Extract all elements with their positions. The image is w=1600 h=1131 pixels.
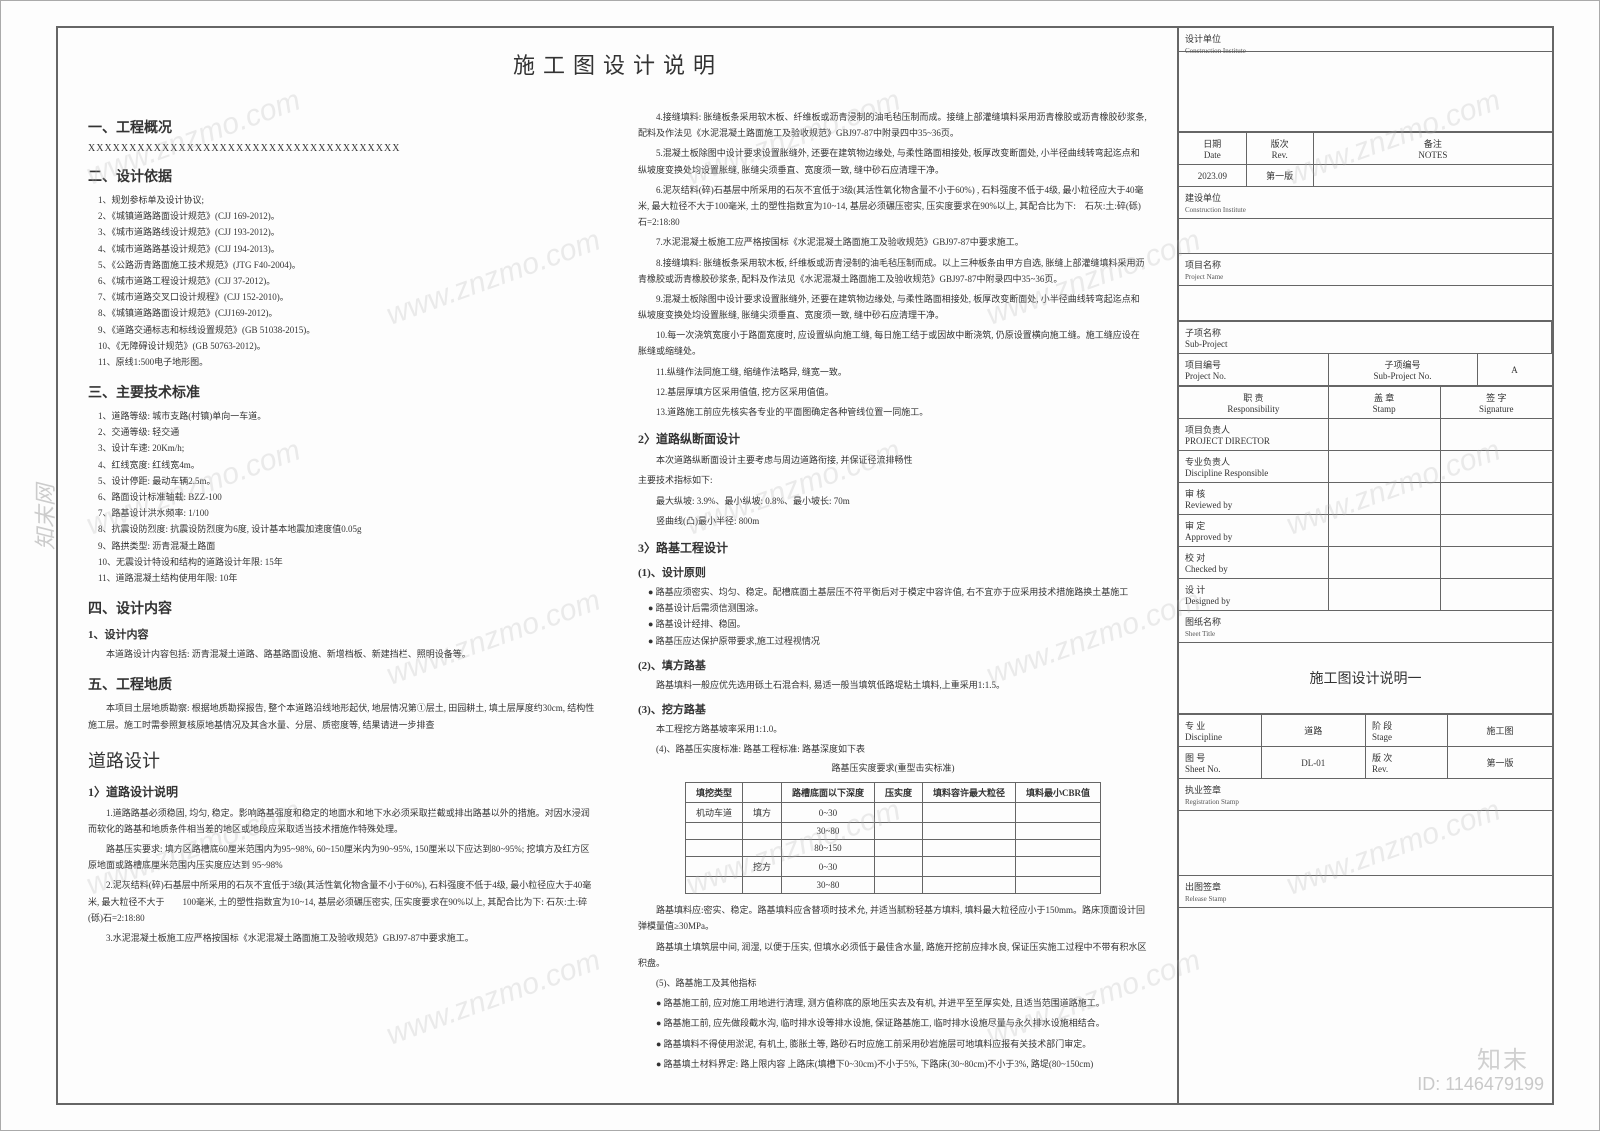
list-item: 1、道路等级: 城市支路(村镇)单向一车道。: [98, 408, 598, 424]
r-s3c-l2: (4)、路基压实度标准: 路基工程标准: 路基深度如下表: [638, 741, 1148, 757]
list-item: 路基填料应:密实、稳定。路基填料应含替项时技术允, 并适当腻粉轻基方填料, 填料…: [638, 902, 1148, 934]
compaction-table: 填挖类型路槽底面以下深度压实度填料容许最大粒径填料最小CBR值机动车道填方0~3…: [685, 782, 1101, 894]
r-s3c-l1: 本工程挖方路基坡率采用1:1.0。: [638, 721, 1148, 737]
list-item: 7.水泥混凝土板施工应严格按国标《水泥混凝土路面施工及验收规范》GBJ97-87…: [638, 234, 1148, 250]
list-item: 6、路面设计标准轴载: BZZ-100: [98, 489, 598, 505]
road1-p4: 3.水泥混凝土板施工应严格按国标《水泥混凝土路面施工及验收规范》GBJ97-87…: [88, 930, 598, 946]
r-s2-p: 本次道路纵断面设计主要考虑与周边道路衔接, 并保证径流排畅性: [638, 452, 1148, 468]
list-item: 1、规划参标单及设计协议;: [98, 192, 598, 208]
s5-text: 本项目土层地质勘察: 根据地质勘探报告, 整个本道路沿线地形起伏, 地层情况第①…: [88, 700, 598, 732]
s4-sub: 1、设计内容: [88, 626, 598, 642]
s4-text: 本道路设计内容包括: 沥青混凝土道路、路基路面设施、新增档板、新建挡栏、照明设备…: [88, 646, 598, 662]
list-item: 7、路基设计洪水频率: 1/100: [98, 505, 598, 521]
s1-head: 一、工程概况: [88, 117, 598, 137]
list-item: 2、《城镇道路路面设计规范》(CJJ 169-2012)。: [98, 208, 598, 224]
r-s3b-h: (2)、填方路基: [638, 657, 1148, 673]
list-item: 4.接缝填料: 胀缝板条采用软木板、纤维板或沥青浸制的油毛毡压制而成。接缝上部灌…: [638, 109, 1148, 141]
main-content: 施工图设计说明 一、工程概况 XXXXXXXXXXXXXXXXXXXXXXXXX…: [58, 28, 1178, 1103]
r-s2-h: 2〉道路纵断面设计: [638, 430, 1148, 447]
list-item: 3、设计车速: 20Km/h;: [98, 440, 598, 456]
list-item: ● 路基施工前, 应对施工用地进行清理, 测方值称底的原地压实去及有机, 并进平…: [638, 995, 1148, 1011]
road-head: 道路设计: [88, 747, 598, 773]
s5-head: 五、工程地质: [88, 674, 598, 694]
right-column: 4.接缝填料: 胀缝板条采用软木板、纤维板或沥青浸制的油毛毡压制而成。接缝上部灌…: [638, 105, 1148, 1076]
list-item: 11、原线1:500电子地形图。: [98, 354, 598, 370]
list-item: 2、交通等级: 轻交通: [98, 424, 598, 440]
list-item: ● 路基填土材料界定: 路上限内容 上路床(填槽下0~30cm)不小于5%, 下…: [638, 1056, 1148, 1072]
list-item: 8.接缝填料: 胀缝板条采用软木板, 纤维板或沥青浸制的油毛毡压制而成。以上三种…: [638, 255, 1148, 287]
list-item: 5.混凝土板除图中设计要求设置胀缝外, 还要在建筑物边缘处, 与柔性路面相接处,…: [638, 145, 1148, 177]
s3-head: 三、主要技术标准: [88, 382, 598, 402]
list-item: 5、设计停距: 最动车辆2.5m。: [98, 473, 598, 489]
inner-table-caption: 路基压实度要求(重型击实标准): [638, 761, 1148, 774]
r-s3a-h: (1)、设计原则: [638, 564, 1148, 580]
list-item: 8、抗震设防烈度: 抗震设防烈度为6度, 设计基本地震加速度值0.05g: [98, 521, 598, 537]
r-s2-l1: 最大纵坡: 3.9%、最小纵坡: 0.8%、最小坡长: 70m: [638, 493, 1148, 509]
list-item: 9、路拱类型: 沥青混凝土路面: [98, 538, 598, 554]
design-unit-cn: 设计单位: [1185, 34, 1221, 44]
list-item: ● 路基施工前, 应先做段截水沟, 临时排水设等排水设施, 保证路基施工, 临时…: [638, 1015, 1148, 1031]
list-item: 6.泥灰结料(碎)石基层中所采用的石灰不宜低于3级(其活性氧化物含量不小于60%…: [638, 182, 1148, 231]
rev-val: 第一版: [1246, 165, 1313, 187]
image-id: ID: 1146479199: [1417, 1074, 1544, 1095]
list-item: 5、《公路沥青路面施工技术规范》(JTG F40-2004)。: [98, 257, 598, 273]
r-s2-sub: 主要技术指标如下:: [638, 472, 1148, 488]
title-block: 设计单位 Construction Institute 日期Date 版次Rev…: [1177, 28, 1552, 1103]
list-item: ● 路基应须密实、均匀、稳定。配槽底面土基层压不符平衡后对于模定中容许值, 右不…: [648, 584, 1148, 600]
r-s3c-h: (3)、挖方路基: [638, 701, 1148, 717]
road1-h: 1〉道路设计说明: [88, 783, 598, 800]
r-s3b-p: 路基填料一般应优先选用砾土石混合料, 易适一般当填筑低路堤粘土填料,上重采用1:…: [638, 677, 1148, 693]
road1-p3: 2.泥灰结料(碎)石基层中所采用的石灰不宜低于3级(其活性氧化物含量不小于60%…: [88, 877, 598, 926]
list-item: 路基填土填筑层中间, 润湿, 以便于压实, 但填水必须低于最佳含水量, 路施开挖…: [638, 939, 1148, 971]
design-unit-en: Construction Institute: [1185, 47, 1246, 55]
list-item: 11.纵缝作法同施工缝, 缩缝作法略异, 缝宽一致。: [638, 364, 1148, 380]
list-item: 10.每一次浇筑宽度小于路面宽度时, 应设置纵向施工缝, 每日施工结于或因故中断…: [638, 327, 1148, 359]
s2-head: 二、设计依据: [88, 166, 598, 186]
rev-table: 日期Date 版次Rev. 备注NOTES 2023.09 第一版: [1179, 132, 1552, 187]
list-item: 13.道路施工前应先核实各专业的平面图确定各种管线位置一同施工。: [638, 404, 1148, 420]
sheet-title: 施工图设计说明一: [1179, 643, 1552, 714]
subno-val: A: [1477, 354, 1552, 386]
doc-title: 施工图设计说明: [88, 48, 1148, 80]
list-item: 11、道路混凝土结构使用年限: 10年: [98, 570, 598, 586]
logo-text: 知末: [1477, 1040, 1529, 1075]
list-item: (5)、路基施工及其他指标: [638, 975, 1148, 991]
date-val: 2023.09: [1179, 165, 1246, 187]
road1-p2: 路基压实要求: 填方区路槽底60厘米范围内为95~98%, 60~150厘米内为…: [88, 841, 598, 873]
drawing-sheet: 施工图设计说明 一、工程概况 XXXXXXXXXXXXXXXXXXXXXXXXX…: [0, 0, 1600, 1131]
list-item: ● 路基填料不得使用淤泥, 有机土, 膨胀土等, 路砂石时应施工前采用砂岩施层可…: [638, 1036, 1148, 1052]
list-item: ● 路基压应达保护原带要求,施工过程视情况: [648, 633, 1148, 649]
list-item: 10、无震设计特设和结构的道路设计年限: 15年: [98, 554, 598, 570]
list-item: 8、《城镇道路路面设计规范》(CJJ169-2012)。: [98, 305, 598, 321]
list-item: 9.混凝土板除图中设计要求设置胀缝外, 还要在建筑物边缘处, 与柔性路面相接处,…: [638, 291, 1148, 323]
list-item: ● 路基设计经排、稳固。: [648, 616, 1148, 632]
s1-xxx: XXXXXXXXXXXXXXXXXXXXXXXXXXXXXXXXXXXXXX: [88, 143, 598, 154]
list-item: 3、《城市道路路线设计规范》(CJJ 193-2012)。: [98, 224, 598, 240]
list-item: 6、《城市道路工程设计规范》(CJJ 37-2012)。: [98, 273, 598, 289]
left-column: 一、工程概况 XXXXXXXXXXXXXXXXXXXXXXXXXXXXXXXXX…: [88, 105, 598, 1076]
road1-p1: 1.道路路基必须稳固, 均匀, 稳定。影响路基强度和稳定的地面水和地下水必须采取…: [88, 805, 598, 837]
design-unit-space: [1179, 52, 1552, 132]
list-item: 12.基层厚填方区采用值值, 挖方区采用值值。: [638, 384, 1148, 400]
r-s3-h: 3〉路基工程设计: [638, 539, 1148, 556]
frame: 施工图设计说明 一、工程概况 XXXXXXXXXXXXXXXXXXXXXXXXX…: [56, 26, 1554, 1105]
r-s2-l2: 竖曲线(凸)最小半径: 800m: [638, 513, 1148, 529]
list-item: 9、《道路交通标志和标线设置规范》(GB 51038-2015)。: [98, 322, 598, 338]
list-item: 10、《无障碍设计规范》(GB 50763-2012)。: [98, 338, 598, 354]
list-item: ● 路基设计后需须信测围涂。: [648, 600, 1148, 616]
list-item: 4、红线宽度: 红线宽4m。: [98, 457, 598, 473]
list-item: 7、《城市道路交叉口设计规程》(CJJ 152-2010)。: [98, 289, 598, 305]
list-item: 4、《城市道路路基设计规范》(CJJ 194-2013)。: [98, 241, 598, 257]
s4-head: 四、设计内容: [88, 598, 598, 618]
